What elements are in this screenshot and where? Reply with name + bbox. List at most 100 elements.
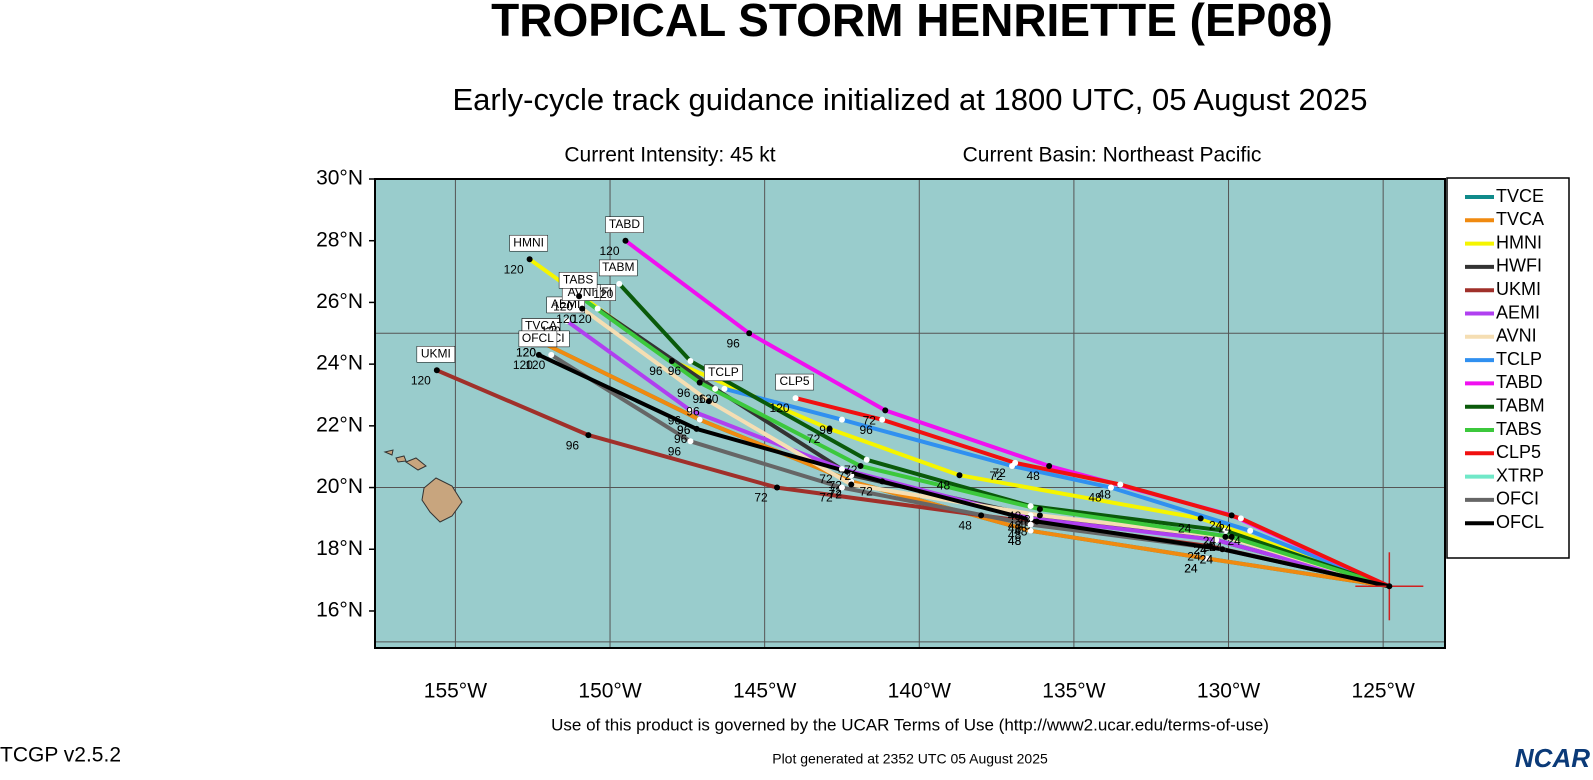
hour-label: 96 — [668, 364, 682, 378]
model-tag: TVCA — [525, 319, 557, 333]
legend-label: TCLP — [1496, 349, 1542, 369]
basin-note: Current Basin: Northeast Pacific — [963, 144, 1262, 167]
hour-label: 72 — [829, 478, 843, 492]
x-tick-label: 155°W — [424, 680, 487, 703]
forecast-point — [838, 466, 845, 473]
forecast-point — [774, 484, 781, 491]
forecast-point — [792, 395, 799, 402]
version: TCGP v2.5.2 — [0, 744, 121, 767]
legend-label: XTRP — [1496, 465, 1544, 485]
tracks: 24487296120TVCE24487296120TVCA2448729612… — [411, 216, 1424, 621]
hour-label: 48 — [1088, 491, 1102, 505]
forecast-point — [826, 425, 833, 432]
forecast-point — [579, 305, 586, 312]
model-tag-box — [509, 234, 548, 252]
map-frame — [374, 178, 1446, 649]
subtitle: Early-cycle track guidance initialized a… — [453, 82, 1368, 117]
forecast-point — [696, 379, 703, 386]
x-tick-label: 125°W — [1352, 680, 1415, 703]
x-tick-label: 145°W — [733, 680, 796, 703]
model-tag: HMNI — [513, 235, 544, 249]
hour-label: 24 — [1187, 549, 1201, 563]
hour-label: 48 — [1026, 469, 1040, 483]
hour-label: 120 — [770, 401, 790, 415]
forecast-point — [1197, 515, 1204, 522]
hour-label: 24 — [1218, 522, 1232, 536]
forecast-point — [879, 416, 886, 423]
hour-label: 48 — [1008, 528, 1022, 542]
hour-label: 72 — [754, 491, 768, 505]
hour-label: 48 — [1098, 488, 1112, 502]
ocean — [375, 179, 1445, 648]
forecast-point — [1222, 533, 1229, 540]
legend-label: OFCI — [1496, 489, 1539, 509]
forecast-point — [721, 385, 728, 392]
model-tag-box — [518, 330, 558, 348]
model-tag: TCLP — [708, 365, 739, 379]
title: TROPICAL STORM HENRIETTE (EP08) — [491, 0, 1333, 46]
forecast-point — [848, 481, 855, 488]
legend-label: CLP5 — [1496, 442, 1541, 462]
forecast-point — [882, 407, 889, 414]
forecast-point — [1117, 481, 1124, 488]
hour-label: 72 — [819, 491, 833, 505]
forecast-point — [705, 398, 712, 405]
forecast-point — [838, 416, 845, 423]
forecast-point — [1027, 515, 1034, 522]
legend-label: HMNI — [1496, 232, 1542, 252]
forecast-point — [1036, 512, 1043, 519]
model-tag: TABM — [602, 260, 634, 274]
model-tag-box — [704, 364, 743, 382]
hour-label: 120 — [504, 262, 524, 276]
hour-label: 72 — [807, 432, 821, 446]
model-tag: UKMI — [421, 346, 451, 360]
hour-label: 72 — [992, 466, 1006, 480]
legend-label: TABD — [1496, 372, 1543, 392]
hour-label: 96 — [668, 444, 682, 458]
hour-label: 96 — [727, 336, 741, 350]
hour-label: 48 — [1008, 522, 1022, 536]
forecast-point — [956, 472, 963, 479]
forecast-point — [526, 256, 533, 263]
legend-box — [1446, 177, 1570, 559]
hour-label: 96 — [674, 432, 688, 446]
forecast-point — [687, 358, 694, 365]
forecast-point — [1203, 555, 1210, 562]
forecast-point — [693, 425, 700, 432]
forecast-point — [838, 484, 845, 491]
hour-label: 96 — [677, 423, 691, 437]
hour-label: 96 — [649, 364, 663, 378]
forecast-point — [848, 472, 855, 479]
forecast-point — [978, 512, 985, 519]
forecast-point — [1027, 527, 1034, 534]
hour-label: 24 — [1193, 543, 1207, 557]
legend-label: TVCA — [1496, 209, 1544, 229]
hour-label: 96 — [686, 404, 700, 418]
hour-label: 96 — [677, 423, 691, 437]
hour-label: 48 — [958, 518, 972, 532]
model-tag-box — [558, 272, 598, 289]
hour-label: 24 — [1200, 552, 1214, 566]
forecast-point — [668, 358, 675, 365]
generated-note: Plot generated at 2352 UTC 05 August 202… — [772, 751, 1048, 767]
model-tag-box — [775, 373, 814, 391]
forecast-point — [563, 317, 570, 324]
model-tag: CLP5 — [780, 374, 810, 388]
forecast-point — [1228, 533, 1235, 540]
forecast-point — [746, 330, 753, 337]
y-tick-label: 30°N — [316, 167, 363, 190]
y-tick-label: 16°N — [316, 599, 363, 622]
hour-label: 96 — [566, 438, 580, 452]
legend-label: OFCL — [1496, 512, 1544, 532]
hour-label: 72 — [819, 472, 833, 486]
forecast-point — [1012, 459, 1019, 466]
grid — [375, 179, 1445, 648]
y-tick-label: 28°N — [316, 228, 363, 251]
forecast-point — [1033, 518, 1040, 525]
forecast-point — [696, 416, 703, 423]
init-point — [1386, 583, 1393, 590]
model-tag-box — [416, 346, 456, 363]
hour-label: 96 — [692, 392, 706, 406]
hour-label: 120 — [516, 346, 536, 360]
hour-label: 72 — [863, 414, 877, 428]
